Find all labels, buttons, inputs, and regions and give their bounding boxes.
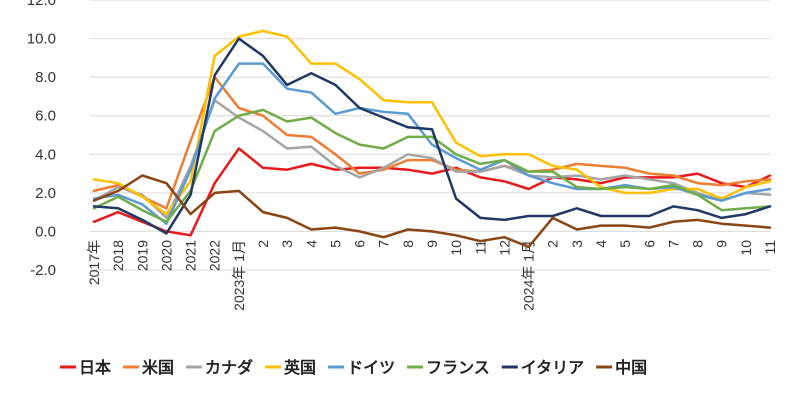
x-tick-label: 2 <box>545 240 561 248</box>
legend-label: イタリア <box>521 359 584 377</box>
legend-item-0: 日本 <box>60 358 111 377</box>
legend-label: 中国 <box>615 358 647 377</box>
x-tick-label: 2017年 <box>86 240 102 285</box>
x-tick-label: 2023年 1月 <box>231 240 247 311</box>
x-tick-label: 6 <box>352 240 368 248</box>
x-tick-label: 12 <box>496 240 512 256</box>
legend-label: フランス <box>426 360 490 377</box>
x-tick-label: 4 <box>303 240 319 248</box>
x-tick-label: 3 <box>279 240 295 248</box>
legend-item-4: ドイツ <box>328 360 395 377</box>
legend-label: カナダ <box>205 358 253 377</box>
x-tick-label: 10 <box>738 240 754 256</box>
x-tick-label: 6 <box>641 240 657 248</box>
legend-label: 日本 <box>79 358 111 377</box>
legend-item-3: 英国 <box>265 358 316 377</box>
legend-label: ドイツ <box>347 360 395 377</box>
x-tick-label: 5 <box>327 240 343 248</box>
x-tick-label: 7 <box>376 240 392 248</box>
series-line-4 <box>92 62 772 225</box>
x-tick-label: 5 <box>617 240 633 248</box>
y-tick-label: 8.0 <box>35 69 56 86</box>
x-tick-label: 2 <box>255 240 271 248</box>
x-tick-label: 11 <box>762 240 778 255</box>
x-tick-label: 9 <box>714 240 730 248</box>
y-axis-ticks: -2.0 0.0 2.0 4.0 6.0 8.0 10.0 12.0 <box>27 0 56 279</box>
legend-item-5: フランス <box>407 360 490 377</box>
legend: 日本 米国 カナダ 英国 ドイツ フランス イタリア 中国 <box>60 358 647 377</box>
legend-label: 英国 <box>283 358 316 377</box>
x-tick-label: 2024年 1月 <box>521 240 537 311</box>
x-tick-label: 10 <box>448 240 464 256</box>
x-tick-label: 7 <box>665 240 681 248</box>
legend-item-1: 米国 <box>123 358 174 377</box>
x-tick-label: 11 <box>472 240 488 255</box>
y-tick-label: 0.0 <box>35 223 56 240</box>
series-lines <box>92 29 772 249</box>
legend-item-2: カナダ <box>186 358 253 377</box>
y-tick-label: 12.0 <box>27 0 56 9</box>
x-tick-label: 2019 <box>134 240 150 271</box>
series-line-3 <box>92 29 772 216</box>
y-tick-label: 4.0 <box>35 146 56 163</box>
legend-label: 米国 <box>142 358 174 377</box>
legend-item-7: 中国 <box>596 358 647 377</box>
series-line-7 <box>92 174 772 249</box>
x-tick-label: 9 <box>424 240 440 248</box>
x-tick-label: 8 <box>400 240 416 248</box>
x-tick-label: 2020 <box>158 240 174 271</box>
x-tick-label: 2021 <box>183 240 199 271</box>
x-tick-label: 3 <box>569 240 585 248</box>
x-tick-label: 4 <box>593 240 609 248</box>
x-tick-label: 8 <box>690 240 706 248</box>
x-tick-label: 2022 <box>207 240 223 271</box>
y-tick-label: 10.0 <box>27 31 56 48</box>
series-line-6 <box>92 37 772 235</box>
y-tick-label: 2.0 <box>35 185 56 202</box>
x-tick-label: 2018 <box>110 240 126 271</box>
series-line-5 <box>92 108 772 224</box>
legend-item-6: イタリア <box>501 359 584 377</box>
y-tick-label: -2.0 <box>30 262 56 279</box>
y-tick-label: 6.0 <box>35 108 56 125</box>
x-axis-ticks: 2017年 2018 2019 2020 2021 2022 2023年 1月 2 3 4 5 6 7 8… <box>86 240 778 311</box>
